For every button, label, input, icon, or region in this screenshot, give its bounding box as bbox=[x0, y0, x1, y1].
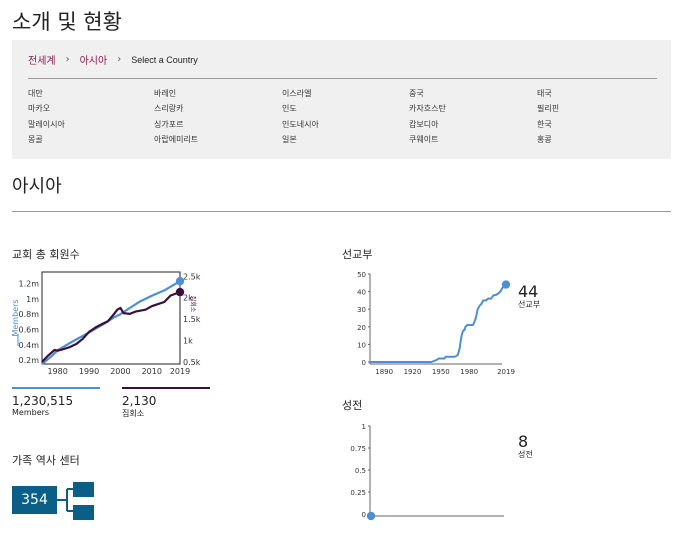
x-tick-label: 2000 bbox=[110, 367, 130, 376]
country-link[interactable]: 스리랑카 bbox=[154, 104, 184, 113]
country-link[interactable]: 홍콩 bbox=[537, 135, 552, 144]
y-tick-label: 0.5 bbox=[355, 467, 366, 475]
y-tick-label: 0.25 bbox=[350, 489, 366, 497]
country-link[interactable]: 말레이시아 bbox=[28, 120, 65, 129]
country-link[interactable]: 마카오 bbox=[28, 104, 51, 113]
missions-title: 선교부 bbox=[342, 248, 373, 261]
y-tick-label: 0.8m bbox=[18, 310, 39, 319]
breadcrumb-world-link[interactable]: 전세계 bbox=[28, 56, 56, 67]
y-tick-label: 0.75 bbox=[350, 445, 366, 453]
country-link[interactable]: 태국 bbox=[537, 89, 552, 98]
x-tick-label: 2019 bbox=[497, 368, 515, 376]
y-tick-label: 0.2m bbox=[18, 356, 39, 365]
units-value: 2,130 bbox=[122, 394, 157, 408]
units-label: 집회소 bbox=[122, 409, 145, 418]
family-tree-icon bbox=[57, 482, 94, 520]
family-history-title: 가족 역사 센터 bbox=[12, 454, 80, 467]
membership-title: 교회 총 회원수 bbox=[12, 248, 80, 261]
y-tick-label: 0.6m bbox=[18, 326, 39, 335]
missions-chart: 0 10 20 30 40 50 1890 1920 1950 1980 2019 bbox=[357, 271, 515, 376]
country-link[interactable]: 아랍에미리트 bbox=[154, 135, 199, 144]
country-link[interactable]: 몽골 bbox=[28, 135, 43, 144]
members-label: Members bbox=[12, 408, 50, 417]
y2-axis-label: 집회소 bbox=[189, 296, 197, 313]
missions-label: 선교부 bbox=[518, 300, 541, 309]
country-link[interactable]: 중국 bbox=[409, 89, 424, 98]
x-tick-label: 1990 bbox=[79, 367, 99, 376]
nav-divider bbox=[28, 78, 657, 79]
y-tick-label: 0 bbox=[362, 359, 366, 367]
temples-value: 8 bbox=[518, 432, 529, 451]
series-line-members bbox=[41, 280, 181, 365]
chevron-right-icon: › bbox=[117, 54, 122, 65]
x-tick-label: 1890 bbox=[375, 368, 393, 376]
country-link[interactable]: 인도 bbox=[282, 104, 297, 113]
temples-chart: 0 0.25 0.5 0.75 1 bbox=[350, 423, 504, 521]
x-tick-label: 1980 bbox=[460, 368, 478, 376]
y-tick-label: 40 bbox=[357, 289, 366, 297]
y-tick-label: 10 bbox=[357, 341, 366, 349]
series-endpoint bbox=[175, 276, 185, 286]
section-divider bbox=[12, 211, 671, 212]
y2-tick-label: 2.5k bbox=[183, 272, 201, 281]
members-color-bar bbox=[12, 387, 100, 389]
y-tick-label: 30 bbox=[357, 306, 366, 314]
x-tick-label: 1980 bbox=[48, 367, 68, 376]
country-selector-panel: 전세계 › 아시아 › Select a Country 대만 바레인 이스라엘… bbox=[12, 40, 671, 159]
country-link[interactable]: 바레인 bbox=[154, 89, 177, 98]
missions-value: 44 bbox=[518, 282, 539, 301]
series-line-missions bbox=[370, 283, 507, 363]
section-title: 아시아 bbox=[12, 176, 62, 197]
temples-label: 성전 bbox=[518, 450, 533, 459]
country-link[interactable]: 이스라엘 bbox=[282, 89, 312, 98]
breadcrumb: 전세계 › 아시아 › Select a Country bbox=[28, 52, 198, 67]
series-endpoint bbox=[175, 287, 185, 297]
units-color-bar bbox=[122, 387, 210, 389]
breadcrumb-asia-link[interactable]: 아시아 bbox=[79, 56, 108, 67]
country-link[interactable]: 필리핀 bbox=[537, 104, 560, 113]
y-tick-label: 1 bbox=[362, 423, 366, 431]
family-history-count: 354 bbox=[12, 486, 57, 514]
y-tick-label: 20 bbox=[357, 324, 366, 332]
country-link[interactable]: 일본 bbox=[282, 135, 297, 144]
y-tick-label: 0.4m bbox=[18, 341, 39, 350]
series-line-units bbox=[41, 291, 181, 363]
series-endpoint bbox=[366, 511, 376, 521]
y-tick-label: 0 bbox=[362, 511, 366, 519]
y-tick-label: 1.2m bbox=[18, 280, 39, 289]
x-tick-label: 1950 bbox=[432, 368, 450, 376]
country-link[interactable]: 쿠웨이트 bbox=[409, 135, 439, 144]
plot-frame bbox=[41, 271, 181, 365]
members-value: 1,230,515 bbox=[12, 394, 74, 408]
page-title: 소개 및 현황 bbox=[12, 10, 122, 34]
country-link[interactable]: 인도네시아 bbox=[282, 120, 319, 129]
series-endpoint bbox=[501, 280, 511, 289]
y2-tick-label: 1.5k bbox=[183, 315, 201, 324]
country-link[interactable]: 싱가포르 bbox=[154, 120, 184, 129]
y-axis-label: Members bbox=[11, 299, 20, 336]
breadcrumb-select-country[interactable]: Select a Country bbox=[131, 54, 198, 65]
country-link[interactable]: 캄보디아 bbox=[409, 120, 439, 129]
x-tick-label: 2010 bbox=[142, 367, 162, 376]
membership-chart: 0.2m 0.4m 0.6m 0.8m 1m 1.2m 0.5k 1k 1.5k 2k 2.5k 19… bbox=[11, 271, 201, 376]
country-link[interactable]: 대만 bbox=[28, 89, 43, 98]
y2-tick-label: 2k bbox=[183, 294, 193, 303]
chevron-right-icon: › bbox=[65, 54, 70, 65]
x-tick-label: 1920 bbox=[404, 368, 422, 376]
y2-tick-label: 0.5k bbox=[183, 358, 201, 367]
y2-tick-label: 1k bbox=[183, 336, 193, 345]
country-link[interactable]: 카자흐스탄 bbox=[409, 104, 446, 113]
x-tick-label: 2019 bbox=[170, 367, 190, 376]
country-link[interactable]: 한국 bbox=[537, 120, 552, 129]
temples-title: 성전 bbox=[342, 399, 363, 412]
y-tick-label: 50 bbox=[357, 271, 366, 279]
y-tick-label: 1m bbox=[26, 295, 39, 304]
